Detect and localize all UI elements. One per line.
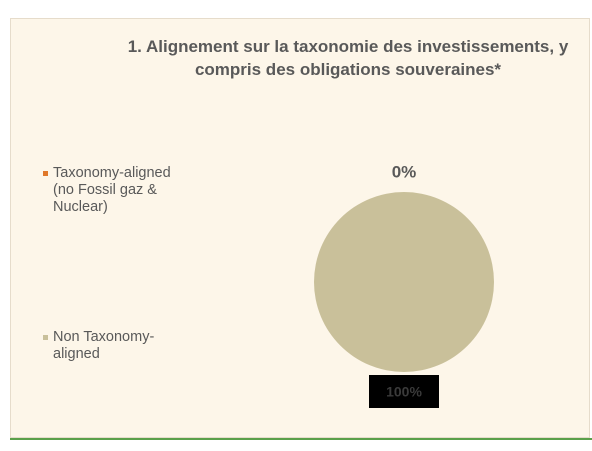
data-label: 0% xyxy=(392,162,417,181)
legend-swatch xyxy=(43,171,48,176)
pie-chart: 0% 100% xyxy=(314,162,494,408)
legend-label: Non Taxonomy-aligned xyxy=(53,329,155,362)
chart-panel: 1. Alignement sur la taxonomie des inves… xyxy=(10,18,590,438)
data-label: 100% xyxy=(386,384,422,400)
divider xyxy=(10,438,592,440)
legend-label: Taxonomy-aligned (no Fossil gaz & Nuclea… xyxy=(53,165,171,215)
chart-title: 1. Alignement sur la taxonomie des inves… xyxy=(127,37,569,79)
legend-entry: Non Taxonomy-aligned xyxy=(41,329,191,363)
pie-slice xyxy=(314,192,494,372)
label-box xyxy=(369,375,439,408)
legend-entry: Taxonomy-aligned (no Fossil gaz & Nuclea… xyxy=(41,165,191,216)
legend-swatch xyxy=(43,335,48,340)
